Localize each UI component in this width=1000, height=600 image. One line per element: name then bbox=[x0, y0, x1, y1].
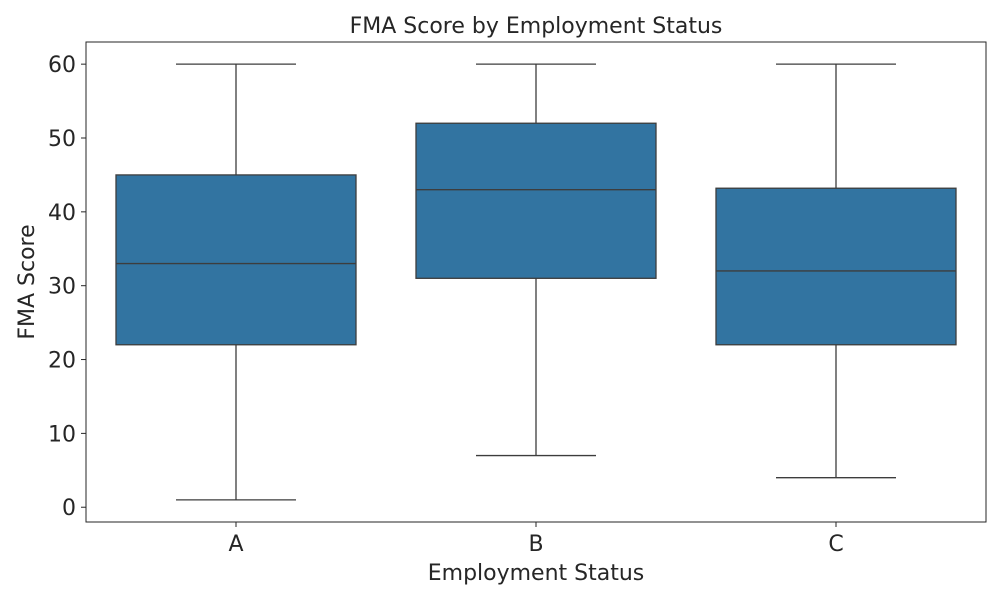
x-tick-label-a: A bbox=[228, 532, 243, 557]
x-axis-label: Employment Status bbox=[428, 561, 645, 586]
box-b bbox=[415, 122, 657, 279]
x-tick-label-b: B bbox=[528, 532, 543, 557]
box-group-b bbox=[415, 63, 657, 457]
y-tick-label-10: 10 bbox=[48, 422, 76, 447]
box-group-a bbox=[115, 63, 357, 501]
plot-area bbox=[115, 63, 957, 501]
y-axis-label: FMA Score bbox=[15, 224, 40, 339]
x-axis: A B C bbox=[228, 522, 844, 557]
box-c bbox=[715, 187, 957, 346]
y-tick-label-0: 0 bbox=[62, 496, 76, 521]
y-tick-label-60: 60 bbox=[48, 53, 76, 78]
box-group-c bbox=[715, 63, 957, 479]
y-tick-label-30: 30 bbox=[48, 275, 76, 300]
x-tick-label-c: C bbox=[828, 532, 843, 557]
y-tick-label-40: 40 bbox=[48, 201, 76, 226]
y-axis: 0 10 20 30 40 50 60 bbox=[48, 53, 86, 521]
y-tick-label-50: 50 bbox=[48, 127, 76, 152]
chart-title: FMA Score by Employment Status bbox=[350, 14, 723, 39]
y-tick-label-20: 20 bbox=[48, 349, 76, 374]
box-a bbox=[115, 174, 357, 346]
